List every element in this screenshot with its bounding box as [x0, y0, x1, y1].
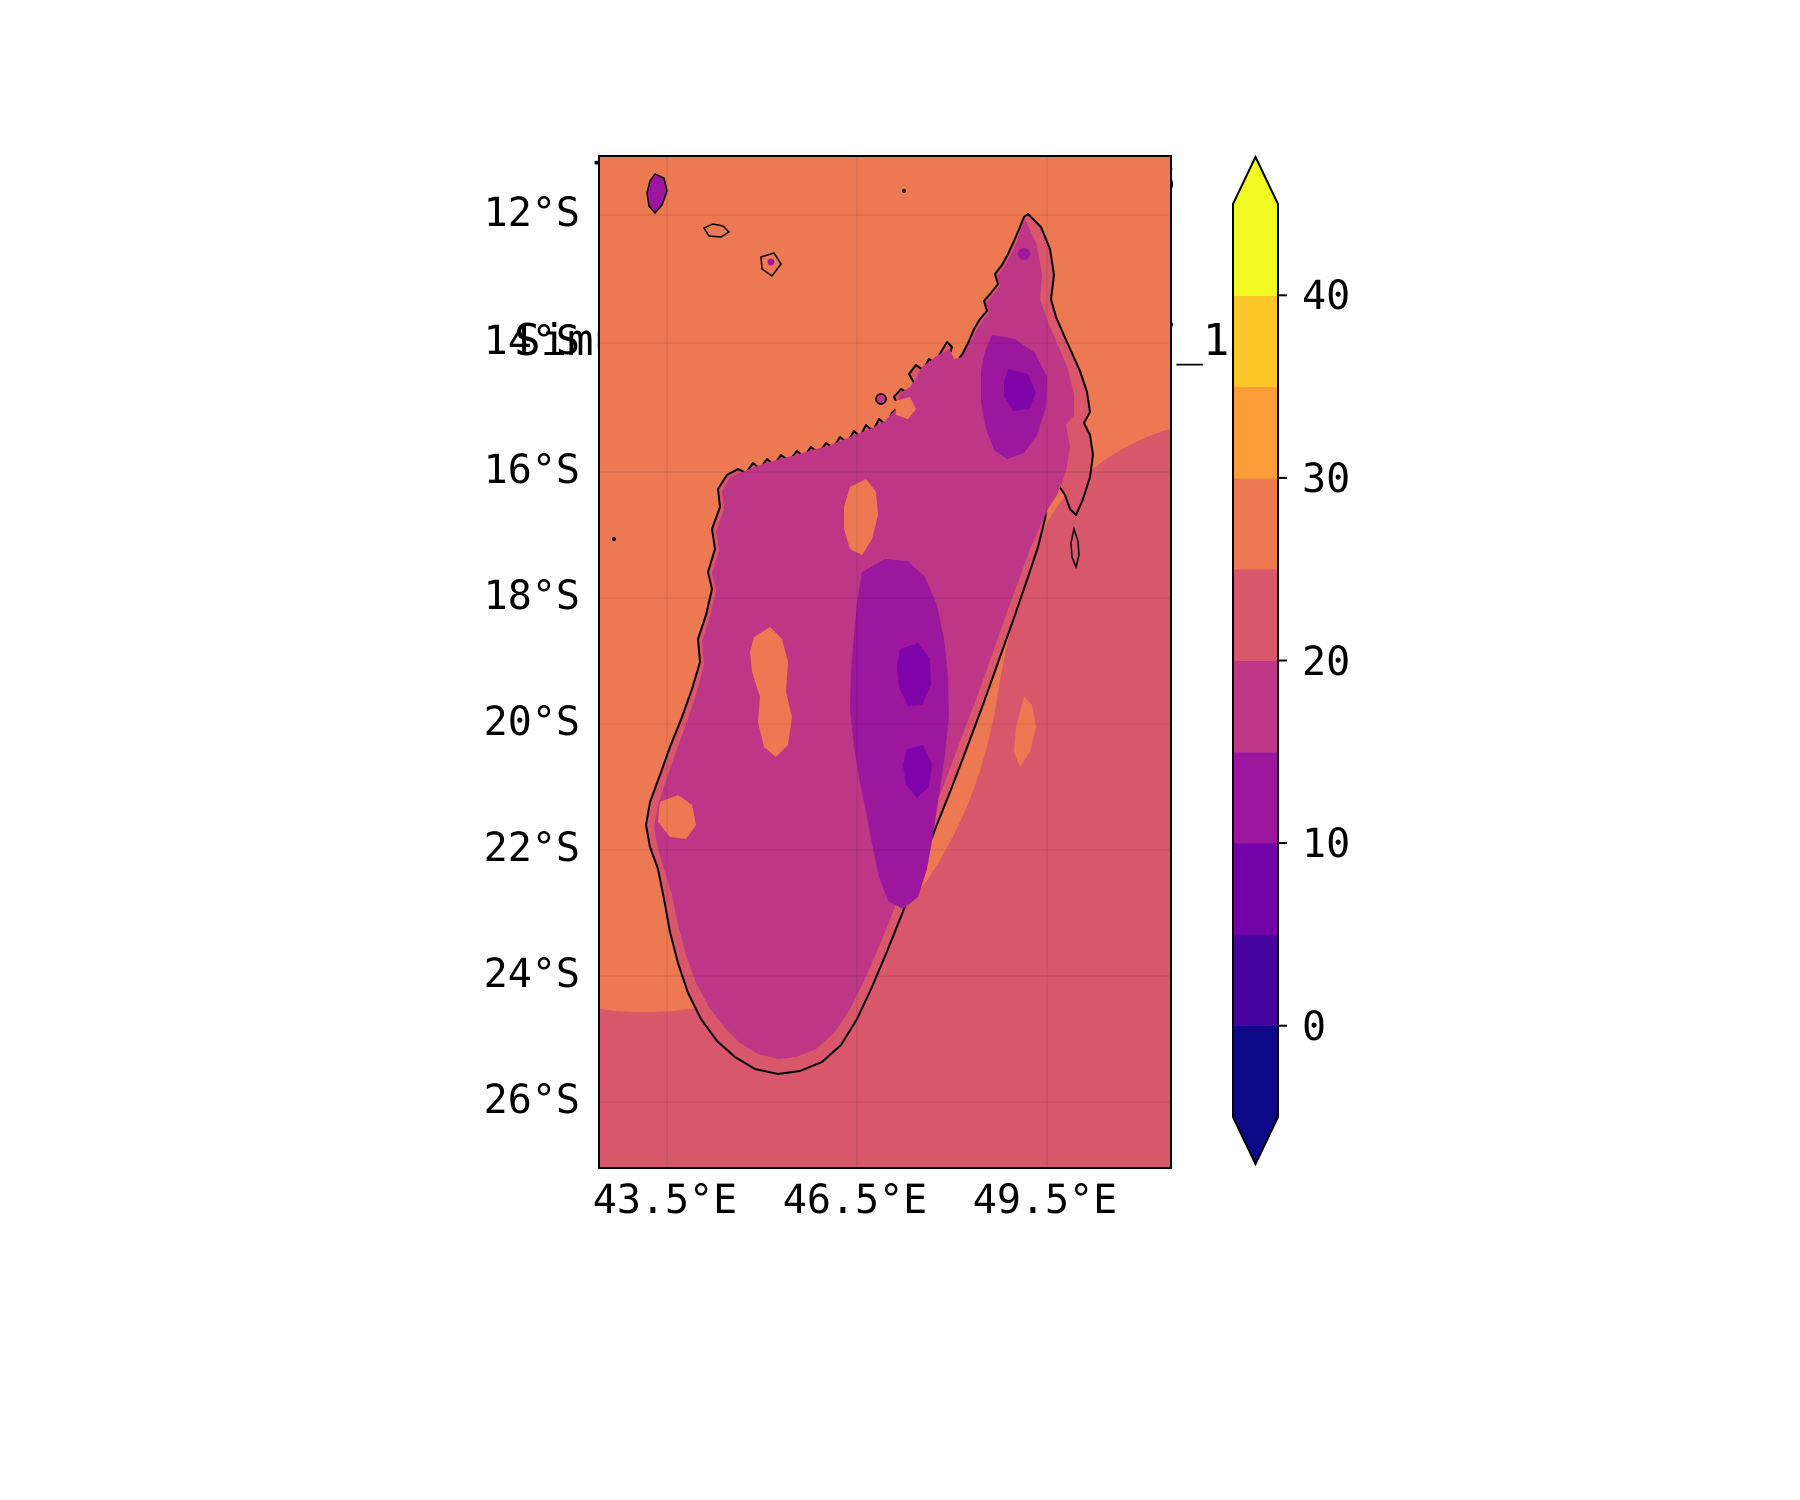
cbar-tick-20: 20 — [1302, 639, 1350, 685]
colorbar-outline — [1232, 154, 1279, 1167]
highlands-central-purple — [850, 559, 949, 909]
ytick-20s: 20°S — [483, 699, 580, 745]
islet-north — [902, 189, 906, 193]
ytick-18s: 18°S — [483, 573, 580, 619]
colorbar-tick-marks — [1278, 294, 1287, 1027]
colorbar-extend-under — [1233, 1117, 1278, 1164]
island-moheli — [702, 223, 731, 238]
land-warm-patch-north — [895, 397, 916, 419]
colorbar-extend-over — [1233, 157, 1278, 204]
island-anjouan-peak — [767, 258, 775, 266]
cold-core-central-1 — [897, 643, 931, 706]
island-grande-comore — [646, 173, 668, 215]
ytick-24s: 24°S — [483, 951, 580, 997]
xtick-43-5e: 43.5°E — [592, 1177, 738, 1223]
ytick-12s: 12°S — [483, 190, 580, 236]
ytick-26s: 26°S — [483, 1077, 580, 1123]
cbar-tick-0: 0 — [1302, 1004, 1326, 1050]
land-warm-patch-northwest — [844, 479, 878, 555]
gridlines — [600, 157, 1170, 1167]
islet-west — [612, 537, 616, 541]
ytick-16s: 16°S — [483, 447, 580, 493]
land-warm-patch-southwest — [658, 795, 696, 839]
island-sainte-marie — [1070, 526, 1080, 570]
cbar-tick-40: 40 — [1302, 273, 1350, 319]
cold-core-central-2 — [903, 745, 932, 798]
highlands-north-tip-spot — [1018, 248, 1030, 260]
temperature-map — [600, 157, 1170, 1167]
plot-area — [598, 155, 1172, 1169]
ytick-22s: 22°S — [483, 825, 580, 871]
cold-core-north — [1004, 369, 1036, 411]
xtick-49-5e: 49.5°E — [972, 1177, 1118, 1223]
colorbar: 40 30 20 10 0 — [1232, 154, 1350, 1167]
colorbar-bands — [1233, 204, 1278, 1118]
land-warm-patch-east — [1014, 697, 1036, 767]
cbar-tick-10: 10 — [1302, 821, 1350, 867]
cbar-tick-30: 30 — [1302, 456, 1350, 502]
xtick-46-5e: 46.5°E — [782, 1177, 928, 1223]
island-nosy-be — [875, 393, 887, 405]
ytick-14s: 14°S — [483, 318, 580, 364]
land-warm-patch-west — [750, 627, 792, 757]
